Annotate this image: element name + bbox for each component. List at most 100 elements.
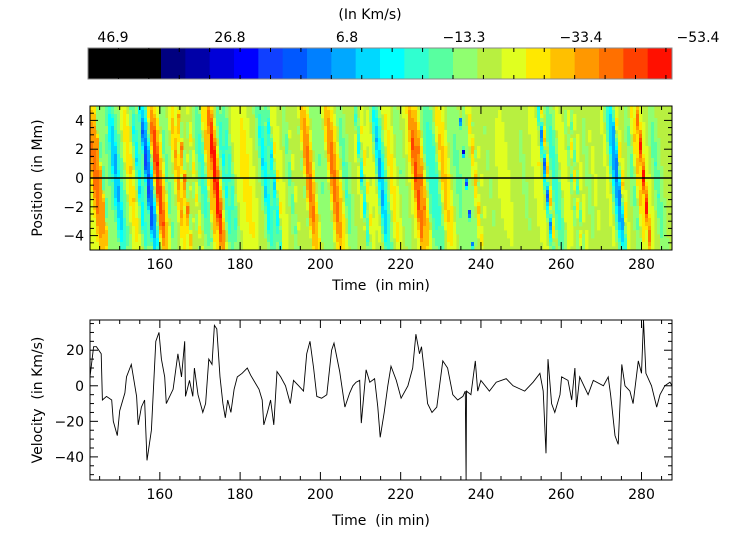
heatmap-cell xyxy=(435,114,439,119)
heatmap-cell xyxy=(120,122,124,127)
heatmap-cell xyxy=(396,158,400,163)
heatmap-cell xyxy=(270,166,274,171)
heatmap-cell xyxy=(93,218,97,223)
heatmap-cell xyxy=(615,134,619,139)
heatmap-cell xyxy=(537,118,541,123)
heatmap-cell xyxy=(561,230,565,235)
heatmap-cell xyxy=(651,206,655,211)
heatmap-cell xyxy=(411,142,415,147)
heatmap-cell xyxy=(615,186,619,191)
heatmap-cell xyxy=(279,202,283,207)
heatmap-cell xyxy=(261,110,265,115)
heatmap-cell xyxy=(333,202,337,207)
heatmap-cell xyxy=(369,186,373,191)
heatmap-cell xyxy=(393,210,397,215)
heatmap-cell xyxy=(495,122,499,127)
heatmap-cell xyxy=(300,142,304,147)
heatmap-cell xyxy=(156,222,160,227)
heatmap-cell xyxy=(624,126,628,131)
heatmap-cell xyxy=(207,186,211,191)
heatmap-cell xyxy=(567,234,571,239)
heatmap-cell xyxy=(423,138,427,143)
heatmap-cell xyxy=(249,242,253,247)
heatmap-cell xyxy=(114,158,118,163)
heatmap-cell xyxy=(327,214,331,219)
heatmap-cell xyxy=(633,114,637,119)
heatmap-cell xyxy=(252,222,256,227)
heatmap-cell xyxy=(528,106,532,111)
heatmap-cell xyxy=(612,106,616,111)
heatmap-cell xyxy=(156,130,160,135)
heatmap-cell xyxy=(456,178,460,183)
heatmap-cell xyxy=(651,146,655,151)
heatmap-cell xyxy=(423,174,427,179)
heatmap-cell xyxy=(447,234,451,239)
heatmap-cell xyxy=(555,202,559,207)
heatmap-cell xyxy=(264,118,268,123)
heatmap-cell xyxy=(657,174,661,179)
heatmap-cell xyxy=(147,230,151,235)
heatmap-cell xyxy=(204,138,208,143)
heatmap-cell xyxy=(651,158,655,163)
heatmap-cell xyxy=(285,226,289,231)
heatmap-cell xyxy=(624,110,628,115)
heatmap-cell xyxy=(231,206,235,211)
heatmap-cell xyxy=(411,186,415,191)
heatmap-cell xyxy=(213,118,217,123)
heatmap-cell xyxy=(306,118,310,123)
heatmap-cell xyxy=(276,138,280,143)
heatmap-cell xyxy=(135,166,139,171)
heatmap-cell xyxy=(540,122,544,127)
heatmap-cell xyxy=(90,158,94,163)
heatmap-cell xyxy=(633,146,637,151)
heatmap-cell xyxy=(198,142,202,147)
heatmap-cell xyxy=(417,202,421,207)
heatmap-cell xyxy=(135,154,139,159)
heatmap-cell xyxy=(108,118,112,123)
heatmap-cell xyxy=(525,214,529,219)
heatmap-cell xyxy=(114,238,118,243)
heatmap-cell xyxy=(630,118,634,123)
heatmap-cell xyxy=(441,162,445,167)
heatmap-cell xyxy=(549,202,553,207)
heatmap-cell xyxy=(411,210,415,215)
heatmap-cell xyxy=(399,190,403,195)
heatmap-cell xyxy=(165,118,169,123)
heatmap-cell xyxy=(222,182,226,187)
heatmap-cell xyxy=(267,214,271,219)
heatmap-cell xyxy=(606,130,610,135)
heatmap-cell xyxy=(342,214,346,219)
heatmap-cell xyxy=(648,190,652,195)
heatmap-cell xyxy=(627,234,631,239)
heatmap-cell xyxy=(231,162,235,167)
heatmap-cell xyxy=(198,154,202,159)
heatmap-cell xyxy=(375,222,379,227)
heatmap-cell xyxy=(207,218,211,223)
heatmap-cell xyxy=(549,118,553,123)
heatmap-cell xyxy=(636,174,640,179)
heatmap-cell xyxy=(132,146,136,151)
heatmap-cell xyxy=(156,142,160,147)
heatmap-cell xyxy=(432,174,436,179)
heatmap-cell xyxy=(546,214,550,219)
heatmap-cell xyxy=(372,226,376,231)
heatmap-cell xyxy=(243,146,247,151)
heatmap-cell xyxy=(588,198,592,203)
heatmap-cell xyxy=(372,194,376,199)
heatmap-cell xyxy=(384,214,388,219)
heatmap-cell xyxy=(423,118,427,123)
heatmap-cell xyxy=(153,190,157,195)
heatmap-cell xyxy=(342,158,346,163)
heatmap-cell xyxy=(555,206,559,211)
heatmap-cell xyxy=(456,114,460,119)
heatmap-cell xyxy=(543,162,547,167)
heatmap-cell xyxy=(375,106,379,111)
heatmap-cell xyxy=(246,186,250,191)
heatmap-cell xyxy=(183,174,187,179)
heatmap-cell xyxy=(264,138,268,143)
heatmap-cell xyxy=(537,182,541,187)
heatmap-cell xyxy=(624,206,628,211)
heatmap-cell xyxy=(240,110,244,115)
heatmap-cell xyxy=(648,222,652,227)
heatmap-cell xyxy=(429,202,433,207)
